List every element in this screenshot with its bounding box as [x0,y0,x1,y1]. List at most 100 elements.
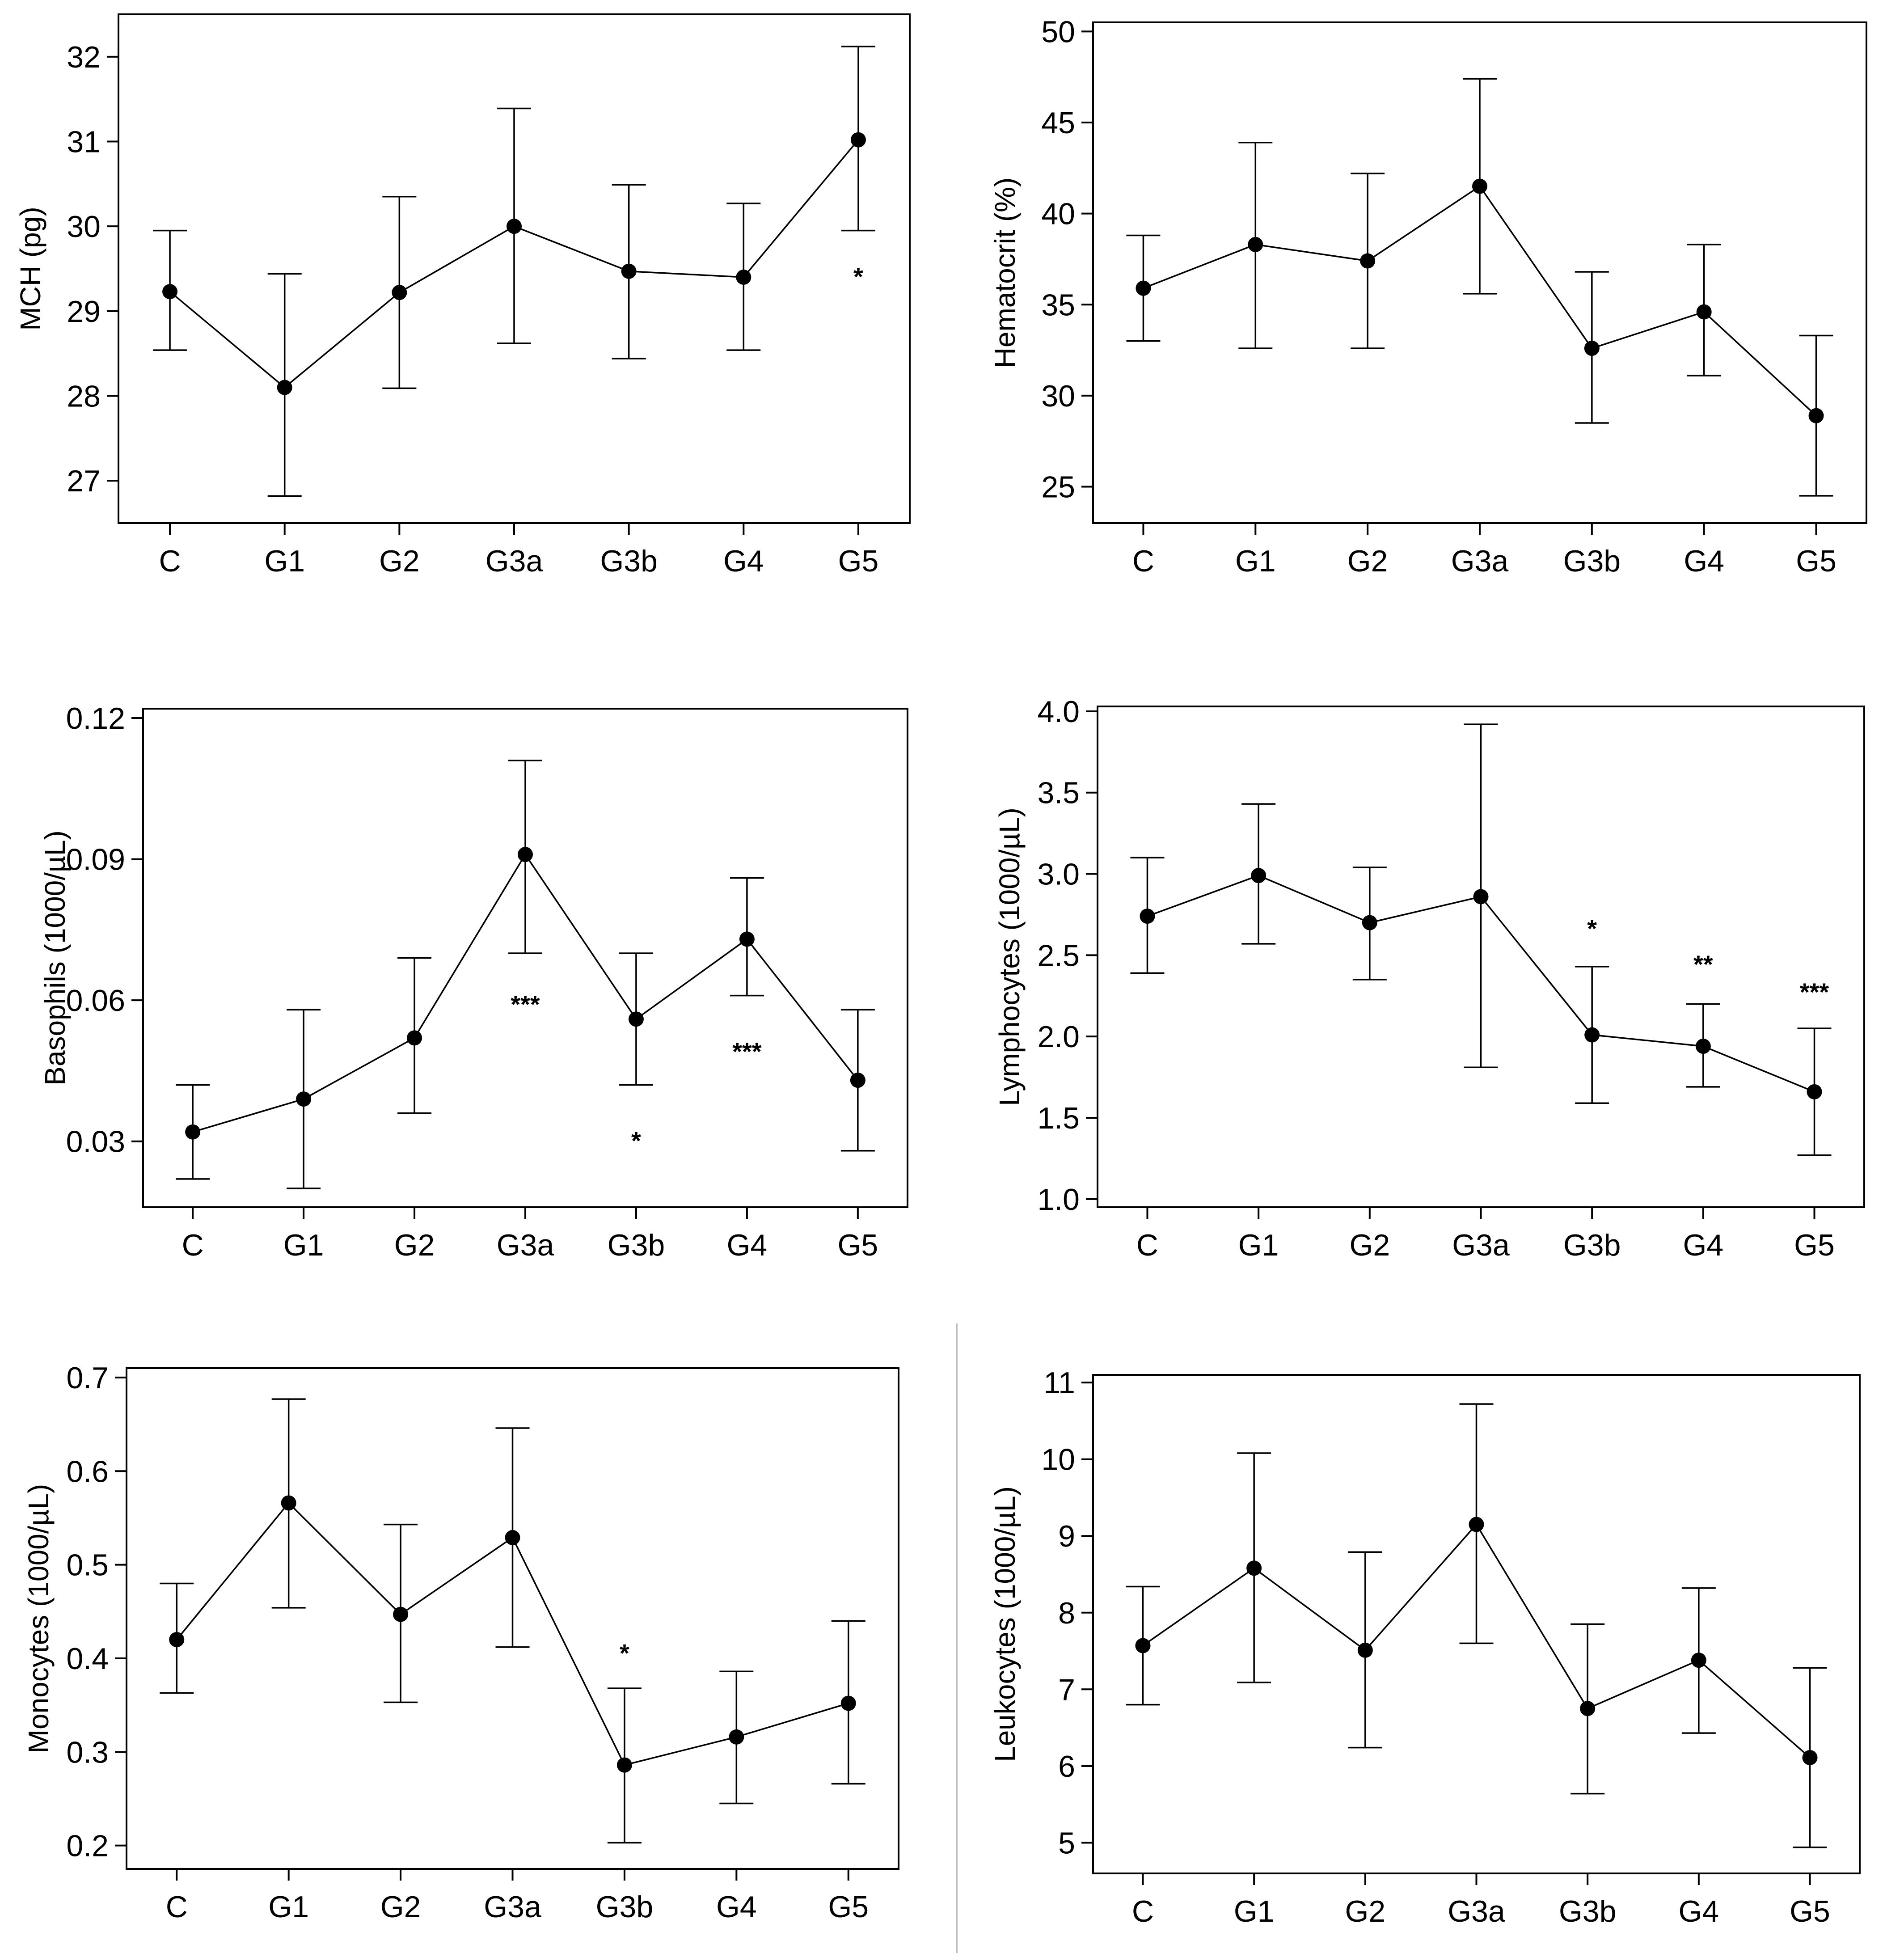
lymphocytes-ytick-label: 1.0 [1037,1183,1080,1217]
leukocytes-point-c [1135,1638,1151,1653]
lymphocytes-ytick-label: 4.0 [1037,695,1080,729]
mch-axis-title: MCH (pg) [14,207,46,330]
basophils-xtick-label: G3b [608,1228,665,1262]
hematocrit-point-g1 [1248,237,1263,252]
lymphocytes-point-g3b [1584,1027,1600,1043]
mch-point-g2 [392,285,407,300]
mch-point-g5 [850,132,866,148]
leukocytes-xtick-label: G2 [1345,1894,1385,1928]
monocytes-point-g3a [505,1530,520,1545]
basophils-point-g5 [850,1072,865,1088]
leukocytes-xtick-label: G4 [1678,1894,1719,1928]
monocytes-xtick-label: G5 [828,1890,869,1924]
leukocytes-point-g4 [1691,1653,1706,1668]
lymphocytes-xtick-label: G5 [1794,1228,1835,1262]
basophils-point-g3a [518,847,533,862]
hematocrit-point-c [1136,280,1151,296]
leukocytes-point-g5 [1802,1750,1818,1765]
lymphocytes-significance-g4: ** [1693,950,1713,978]
leukocytes-ytick-label: 11 [1043,1366,1075,1400]
lymphocytes-xtick-label: G1 [1238,1228,1279,1262]
leukocytes-ytick-label: 5 [1058,1826,1075,1860]
mch-point-g3b [621,263,637,279]
hematocrit-xtick-label: G4 [1684,544,1724,578]
hematocrit-ytick-label: 40 [1041,197,1075,231]
monocytes-point-g3b [616,1757,632,1773]
mch-ytick-label: 29 [67,295,101,329]
mch-significance-g5: * [853,262,863,291]
basophils-point-c [185,1124,201,1140]
lymphocytes-point-g3a [1473,889,1489,905]
lymphocytes-significance-g3b: * [1587,914,1597,943]
leukocytes-xtick-label: G3a [1448,1894,1505,1928]
mch-xtick-label: G4 [723,544,764,578]
hematocrit-ytick-label: 45 [1041,106,1075,140]
leukocytes-axis-title: Leukocytes (1000/µL) [989,1486,1021,1762]
basophils-point-g4 [739,931,755,947]
monocytes-ytick-label: 0.3 [66,1735,109,1769]
hematocrit-ytick-label: 35 [1041,288,1075,322]
mch-ytick-label: 32 [67,40,101,74]
basophils-point-g1 [296,1091,312,1107]
hematocrit-point-g2 [1360,253,1376,269]
mch-xtick-label: C [159,544,181,578]
panel-leukocytes-chart: 5 6 7 8 9 10 11 C G1 G2 G3a G3b G4 G5 Leukocytes (1000… [989,1366,1861,1928]
mch-xtick-label: G3b [600,544,658,578]
mch-ytick-label: 28 [67,380,101,414]
panel-hematocrit-chart: 25 30 35 40 45 50 C G1 G2 G3a G3b G4 G5 Hematocrit (%… [989,15,1867,578]
panel-basophils-chart: 0.03 0.06 0.09 0.12 C G1 G2 G3a G3b G4 G5 Basophils… [39,702,908,1262]
hematocrit-axis-title: Hematocrit (%) [989,178,1021,368]
lymphocytes-xtick-label: G3a [1452,1228,1510,1262]
monocytes-xtick-label: G2 [380,1890,421,1924]
lymphocytes-point-c [1140,909,1155,924]
basophils-significance-g3b: * [631,1127,641,1155]
lymphocytes-significance-g5: *** [1800,978,1829,1006]
hematocrit-point-g4 [1696,304,1712,320]
mch-xtick-label: G1 [264,544,305,578]
basophils-significance-g4: *** [732,1037,762,1065]
lymphocytes-xtick-label: G4 [1683,1228,1723,1262]
basophils-axis-title: Basophils (1000/µL) [39,830,71,1086]
basophils-xtick-label: G5 [837,1228,878,1262]
leukocytes-ytick-label: 6 [1058,1750,1075,1784]
mch-xtick-label: G3a [485,544,543,578]
mch-xtick-label: G2 [379,544,420,578]
mch-ytick-label: 27 [67,464,101,498]
lymphocytes-axis-title: Lymphocytes (1000/µL) [993,807,1026,1106]
lymphocytes-xtick-label: C [1136,1228,1158,1262]
monocytes-ytick-label: 0.4 [66,1642,109,1676]
monocytes-ytick-label: 0.2 [66,1829,109,1863]
lymphocytes-point-g4 [1695,1039,1711,1054]
lymphocytes-ytick-label: 3.0 [1037,858,1080,892]
monocytes-ytick-label: 0.7 [66,1361,109,1395]
basophils-ytick-label: 0.03 [66,1125,125,1159]
hematocrit-point-g5 [1808,408,1824,423]
leukocytes-point-g1 [1246,1560,1262,1576]
leukocytes-point-g3b [1580,1701,1596,1716]
hematocrit-xtick-label: C [1132,544,1154,578]
panel-monocytes-chart: 0.2 0.3 0.4 0.5 0.6 0.7 C G1 G2 G3a G3b G4 G5 Monocyt… [22,1361,899,1924]
basophils-point-g2 [407,1030,422,1046]
basophils-xtick-label: G3a [497,1228,554,1262]
hematocrit-point-g3a [1472,178,1487,194]
monocytes-point-g2 [393,1606,409,1622]
lymphocytes-ytick-label: 3.5 [1037,776,1080,810]
leukocytes-point-g3a [1469,1517,1484,1532]
basophils-ytick-label: 0.06 [66,984,125,1018]
monocytes-ytick-label: 0.6 [66,1454,109,1488]
leukocytes-xtick-label: G5 [1790,1894,1830,1928]
basophils-xtick-label: G4 [727,1228,768,1262]
panel-lymphocytes-chart: 1.0 1.5 2.0 2.5 3.0 3.5 4.0 C G1 G2 G3a G3b G4 G5 Lymp… [993,695,1865,1262]
lymphocytes-xtick-label: G2 [1349,1228,1390,1262]
panel-mch-chart: 27 28 29 30 31 32 C G1 G2 G3a G3b G4 G5 MCH (pg) * [14,13,911,578]
monocytes-point-c [169,1632,185,1648]
basophils-xtick-label: G2 [394,1228,435,1262]
monocytes-point-g5 [840,1695,856,1711]
basophils-point-g3b [628,1011,644,1027]
lymphocytes-ytick-label: 1.5 [1037,1101,1080,1135]
hematocrit-xtick-label: G2 [1347,544,1388,578]
monocytes-xtick-label: G4 [716,1890,757,1924]
monocytes-significance-g3b: * [620,1639,629,1667]
hematocrit-point-g3b [1584,341,1600,356]
lymphocytes-point-g1 [1251,868,1267,884]
